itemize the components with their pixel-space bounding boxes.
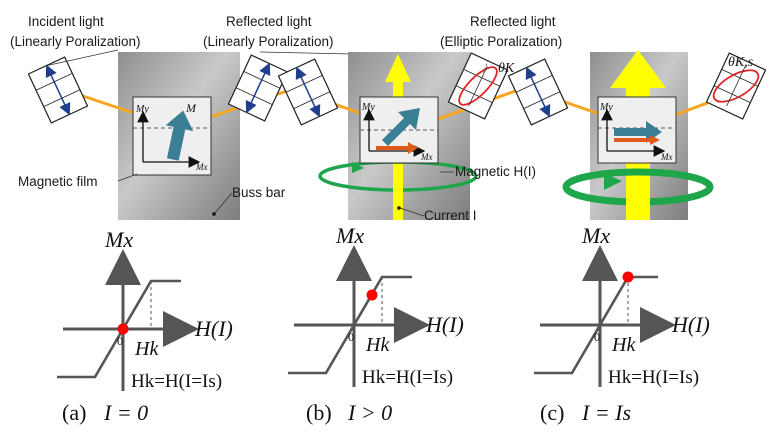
axis-my-c: My <box>599 102 613 113</box>
polarization-ellipse-b <box>458 66 498 106</box>
caption-b-expr: I > 0 <box>347 400 392 425</box>
caption-c-expr: I = Is <box>581 400 631 425</box>
axis-mx-c: Mx <box>660 152 673 162</box>
x-axis-label-a: H(I) <box>194 316 233 341</box>
hk-relation-c: Hk=H(I=Is) <box>608 367 699 388</box>
incident-polarizer-c <box>507 58 569 126</box>
buss-bar-label: Buss bar <box>232 185 286 200</box>
panel-a-setup: My Mx M <box>27 52 291 220</box>
panel-b-setup: My Mx <box>277 52 519 220</box>
axis-my-b: My <box>361 102 375 113</box>
incident-polarizer <box>27 56 89 124</box>
state-marker-c <box>622 271 634 283</box>
incident-label-1: Incident light <box>28 14 104 29</box>
current-label: Current I <box>424 208 477 223</box>
axis-mx-b: Mx <box>420 152 433 162</box>
state-marker-a <box>117 323 129 335</box>
hk-relation-a: Hk=H(I=Is) <box>131 371 222 392</box>
hk-label-a: Hk <box>134 338 159 360</box>
incident-polarizer-b <box>277 58 339 126</box>
panel-c-setup: My Mx <box>507 50 767 220</box>
axis-my-a: My <box>135 104 149 115</box>
polarization-ellipse-c <box>712 69 760 103</box>
zero-label-c: 0 <box>594 330 600 344</box>
reflected-polarizer-a <box>227 54 289 122</box>
caption-b-letter: (b) <box>306 400 332 425</box>
hysteresis-curve-c <box>534 275 658 375</box>
theta-k-label: θK <box>498 61 515 76</box>
hysteresis-graphs: Mx H(I) 0 Hk Hk=H(I=Is) Mx H(I) 0 Hk Hk=H(I=Is) Mx… <box>57 223 710 392</box>
zero-label-b: 0 <box>348 330 354 344</box>
caption-a-letter: (a) <box>62 400 86 425</box>
y-axis-label-b: Mx <box>335 223 364 248</box>
axis-mx-a: Mx <box>195 162 208 172</box>
mx-component-b <box>376 142 418 154</box>
m-vector-a <box>165 110 194 161</box>
mx-component-c <box>614 135 660 145</box>
reflected-a-label-2: (Linearly Poralization) <box>203 34 334 49</box>
caption-a-expr: I = 0 <box>103 400 148 425</box>
reflected-a-label-1: Reflected light <box>226 14 312 29</box>
vector-m-label: M <box>185 101 197 115</box>
state-marker-b <box>366 289 378 301</box>
reflected-b-label-2: (Elliptic Poralization) <box>440 34 562 49</box>
x-axis-label-b: H(I) <box>425 312 464 337</box>
incident-label-2: (Linearly Poralization) <box>10 34 141 49</box>
x-axis-label-c: H(I) <box>671 312 710 337</box>
hk-relation-b: Hk=H(I=Is) <box>362 367 453 388</box>
y-axis-label-c: Mx <box>581 223 610 248</box>
theta-ks-label: θK,s <box>728 55 754 70</box>
caption-c-letter: (c) <box>540 400 564 425</box>
reflected-polarizer-b <box>447 52 509 120</box>
magnetic-film-label: Magnetic film <box>18 174 98 189</box>
magnetic-h-label: Magnetic H(I) <box>455 164 536 179</box>
hk-label-c: Hk <box>611 334 636 356</box>
y-axis-label-a: Mx <box>104 227 133 252</box>
reflected-b-label-1: Reflected light <box>470 14 556 29</box>
hk-label-b: Hk <box>365 334 390 356</box>
zero-label-a: 0 <box>117 334 123 348</box>
m-vector-b <box>382 108 420 146</box>
hysteresis-curve-b <box>288 275 412 375</box>
reflected-polarizer-c <box>705 52 767 120</box>
